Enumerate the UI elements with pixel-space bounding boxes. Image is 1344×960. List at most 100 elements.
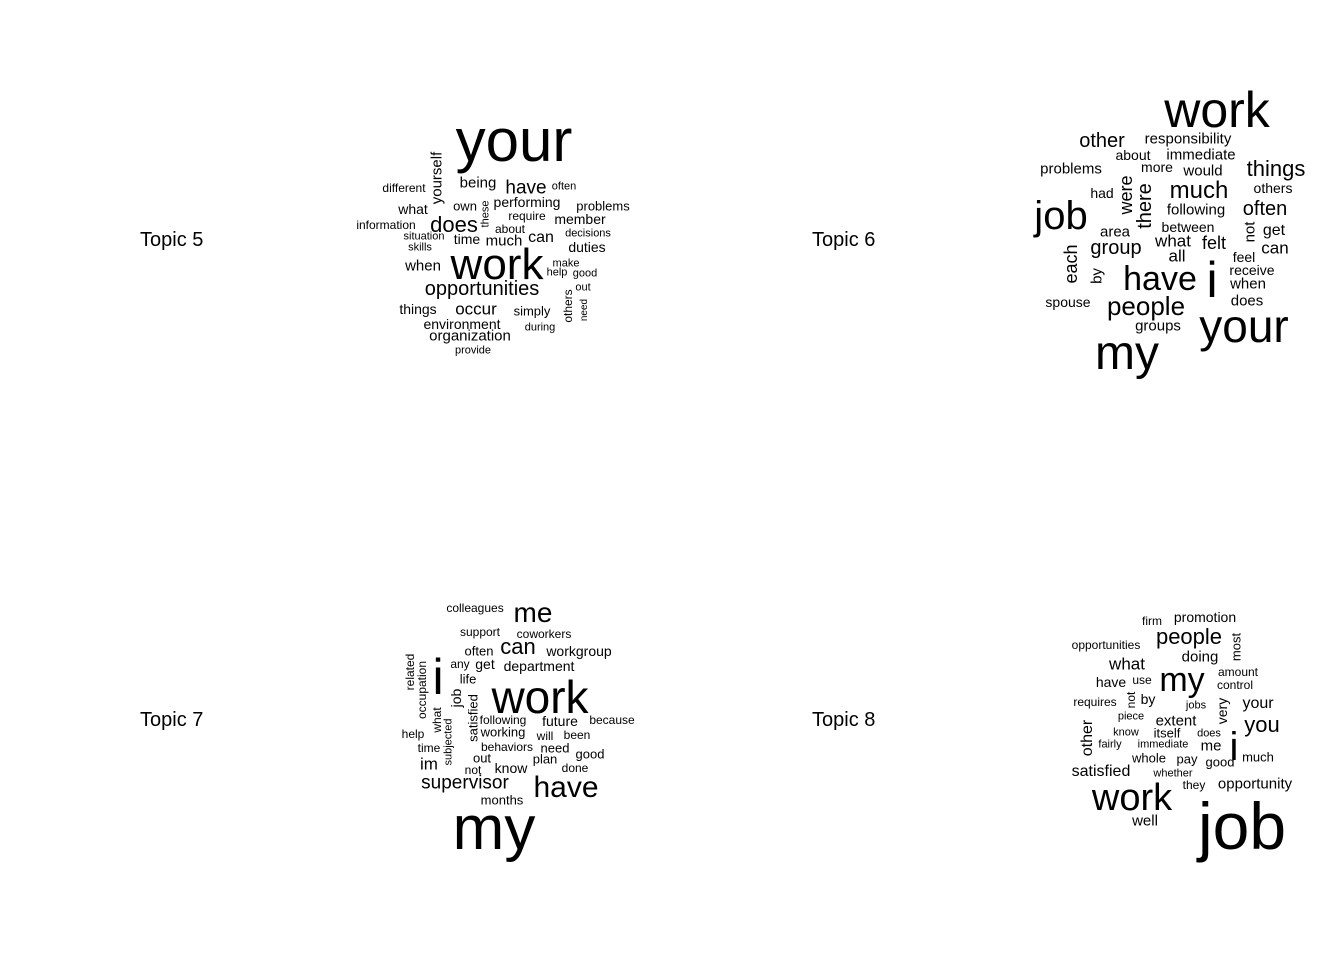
topic-word-problems: problems bbox=[576, 198, 630, 214]
topic-word-area: area bbox=[1099, 223, 1131, 241]
topic-word-plan: plan bbox=[532, 751, 558, 767]
topic-word-i: i bbox=[1206, 252, 1218, 308]
topic-word-will: will bbox=[536, 729, 554, 743]
topic-word-what: what bbox=[1155, 231, 1191, 251]
topic-word-your: your bbox=[455, 107, 573, 174]
topic-word-does: does bbox=[1197, 727, 1221, 740]
topic-word-problems: problems bbox=[1040, 160, 1102, 178]
topic-word-what: what bbox=[1109, 654, 1145, 674]
topic-word-simply: simply bbox=[513, 303, 551, 319]
topic-7-label: Topic 7 bbox=[140, 709, 204, 731]
topic-word-colleagues: colleagues bbox=[446, 601, 504, 615]
topic-word-receive: receive bbox=[1229, 262, 1275, 278]
topic-word-supervisor: supervisor bbox=[421, 772, 509, 794]
topic-word-can: can bbox=[500, 634, 536, 659]
topic-word-workgroup: workgroup bbox=[546, 643, 612, 659]
topic-word-been: been bbox=[563, 728, 591, 742]
topic-word-organization: organization bbox=[429, 327, 511, 345]
topic-6-label: Topic 6 bbox=[812, 229, 876, 251]
topic-word-job: job bbox=[1197, 789, 1287, 863]
topic-word-work: work bbox=[1091, 777, 1173, 819]
topic-word-felt: felt bbox=[1201, 233, 1227, 253]
topic-word-much: much bbox=[1242, 749, 1274, 765]
topic-word-can: can bbox=[528, 229, 554, 246]
topic-word-out: out bbox=[575, 281, 591, 294]
topic-word-i: i bbox=[1229, 725, 1239, 769]
topic-word-help: help bbox=[401, 727, 425, 741]
topic-word-require: require bbox=[508, 209, 546, 223]
topic-word-whole: whole bbox=[1132, 750, 1166, 766]
topic-word-department: department bbox=[503, 658, 575, 674]
topic-word-satisfied: satisfied bbox=[1071, 763, 1131, 780]
topic-word-environment: environment bbox=[423, 316, 501, 332]
topic-word-promotion: promotion bbox=[1173, 609, 1237, 625]
topic-word-had: had bbox=[1090, 185, 1114, 201]
topic-word-all: all bbox=[1168, 246, 1186, 266]
topic-word-me: me bbox=[1200, 737, 1222, 755]
topic-word-things: things bbox=[1246, 156, 1306, 181]
topic-word-control: control bbox=[1216, 678, 1254, 692]
topic-word-work: work bbox=[1164, 82, 1270, 138]
topic-word-often: often bbox=[551, 180, 577, 193]
topic-word-not: not bbox=[464, 763, 482, 777]
topic-word-because: because bbox=[589, 713, 635, 727]
topic-word-situation: situation bbox=[403, 230, 445, 243]
topic-word-months: months bbox=[480, 792, 524, 808]
topic-word-spouse: spouse bbox=[1045, 294, 1091, 310]
topic-word-very: very bbox=[1214, 697, 1230, 725]
topic-word-other: other bbox=[1079, 130, 1125, 152]
topic-word-use: use bbox=[1132, 673, 1152, 687]
topic-word-occur: occur bbox=[455, 299, 497, 319]
topic-word-have: have bbox=[1095, 674, 1127, 690]
topic-word-need: need bbox=[540, 740, 570, 756]
topic-word-done: done bbox=[561, 761, 589, 775]
topic-word-more: more bbox=[1141, 159, 1173, 175]
topic-word-different: different bbox=[382, 181, 426, 195]
topic-8-label: Topic 8 bbox=[812, 709, 876, 731]
topic-word-by: by bbox=[1140, 691, 1156, 707]
topic-word-opportunities: opportunities bbox=[424, 278, 540, 300]
topic-word-when: when bbox=[1230, 275, 1266, 293]
topic-word-during: during bbox=[524, 321, 556, 334]
topic-word-pay: pay bbox=[1176, 751, 1198, 767]
topic-word-well: well bbox=[1132, 812, 1158, 830]
topic-word-time: time bbox=[453, 231, 481, 247]
topic-word-help: help bbox=[546, 266, 568, 279]
topic-word-you: you bbox=[1244, 712, 1280, 737]
topic-word-get: get bbox=[475, 656, 495, 672]
topic-word-group: group bbox=[1090, 237, 1142, 259]
topic-word-being: being bbox=[459, 174, 497, 192]
topic-word-your: your bbox=[1242, 695, 1274, 712]
topic-word-know: know bbox=[494, 760, 528, 776]
topic-word-things: things bbox=[399, 301, 437, 317]
topic-word-work: work bbox=[491, 671, 589, 723]
topic-word-people: people bbox=[1155, 624, 1223, 649]
topic-word-skills: skills bbox=[408, 241, 432, 254]
topic-word-they: they bbox=[1182, 778, 1206, 792]
topic-word-much: much bbox=[485, 232, 523, 250]
topic-word-does: does bbox=[1230, 292, 1264, 310]
topic-word-i: i bbox=[432, 649, 444, 705]
topic-word-future: future bbox=[542, 713, 578, 729]
topic-word-coworkers: coworkers bbox=[516, 627, 572, 641]
topic-word-my: my bbox=[1095, 327, 1159, 380]
topic-word-me: me bbox=[513, 597, 553, 628]
topic-word-other: other bbox=[1079, 719, 1096, 757]
topic-word-good: good bbox=[1205, 754, 1235, 770]
topic-word-feel: feel bbox=[1232, 249, 1256, 265]
topic-word-not: not bbox=[1124, 691, 1138, 709]
topic-word-im: im bbox=[420, 754, 438, 774]
topic-word-extent: extent bbox=[1155, 712, 1197, 730]
topic-word-good: good bbox=[572, 267, 598, 280]
topic-word-performing: performing bbox=[493, 194, 561, 210]
topic-word-people: people bbox=[1106, 291, 1186, 321]
topic-word-decisions: decisions bbox=[565, 227, 611, 240]
topic-word-my: my bbox=[1159, 661, 1205, 699]
topic-word-get: get bbox=[1262, 222, 1286, 239]
topic-word-piece: piece bbox=[1117, 710, 1145, 723]
topic-word-would: would bbox=[1183, 162, 1223, 180]
topic-word-provide: provide bbox=[454, 344, 492, 357]
topic-word-information: information bbox=[356, 218, 416, 232]
topic-word-opportunity: opportunity bbox=[1217, 775, 1293, 793]
